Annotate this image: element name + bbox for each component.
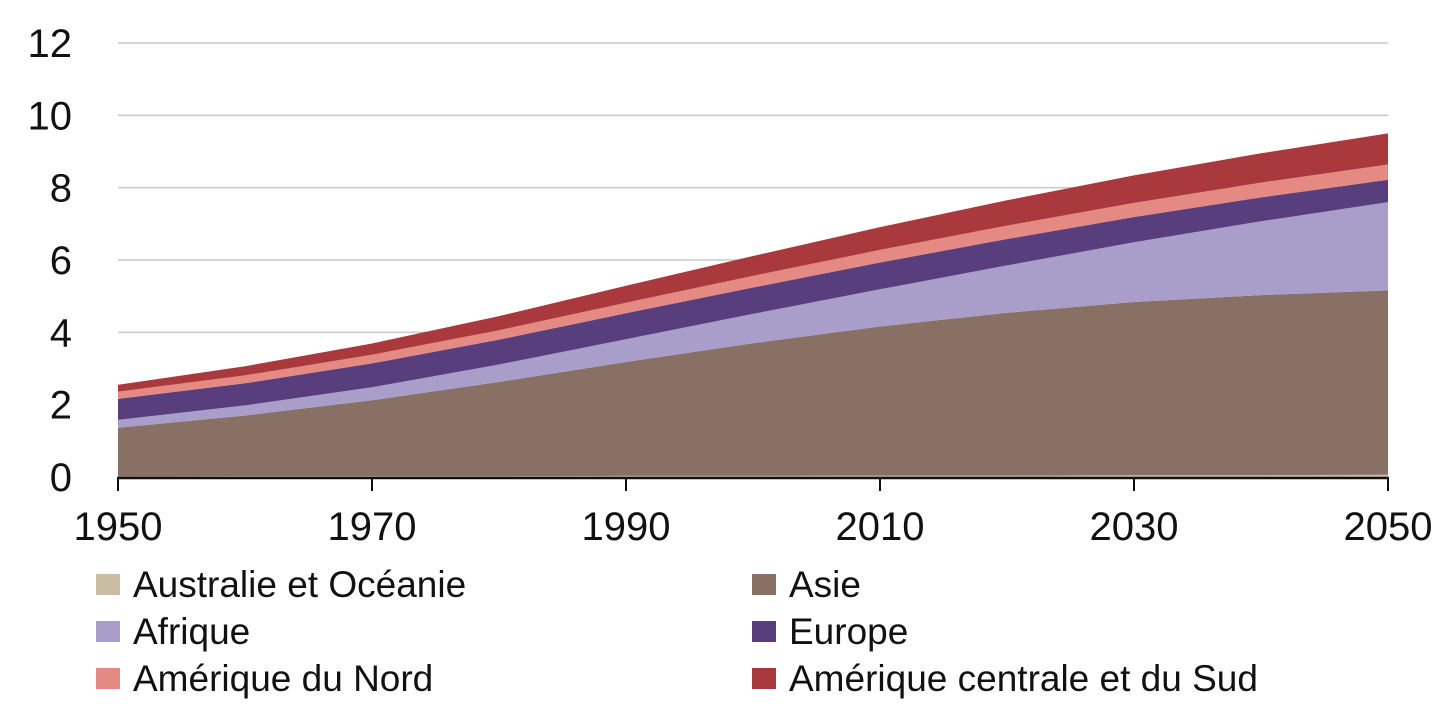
legend-swatch-amerique-du-nord (96, 668, 120, 689)
legend-swatch-europe (752, 621, 776, 642)
y-axis-label-2: 2 (50, 384, 72, 428)
x-axis-label-1950: 1950 (74, 505, 163, 549)
legend-label-amerique-centrale-et-du-sud: Amérique centrale et du Sud (789, 658, 1258, 699)
area-afrique (118, 202, 1388, 428)
y-axis-label-6: 6 (50, 239, 72, 283)
area-amerique-centrale-et-du-sud (118, 133, 1388, 392)
y-axis-label-8: 8 (50, 167, 72, 211)
legend-label-amerique-du-nord: Amérique du Nord (133, 658, 434, 699)
legend-label-europe: Europe (789, 611, 909, 652)
area-amerique-du-nord (118, 164, 1388, 399)
x-axis-label-2050: 2050 (1344, 505, 1433, 549)
legend-item-asie: Asie (752, 566, 1258, 603)
legend-swatch-australie-oceanie (96, 574, 120, 595)
stacked-area-chart: 1950 1970 1990 2010 2030 2050 0 2 4 6 8 10 12 (28, 22, 1433, 549)
y-axis-label-4: 4 (50, 311, 72, 355)
legend-item-australie-oceanie: Australie et Océanie (96, 566, 752, 603)
x-axis-label-1970: 1970 (328, 505, 417, 549)
legend-swatch-asie (752, 574, 776, 595)
legend-label-afrique: Afrique (133, 611, 251, 652)
y-axis-label-10: 10 (28, 94, 73, 138)
legend-label-asie: Asie (789, 564, 861, 605)
x-axis-label-2030: 2030 (1090, 505, 1179, 549)
legend-label-australie-oceanie: Australie et Océanie (133, 564, 467, 605)
area-asie (118, 290, 1388, 477)
legend-item-amerique-du-nord: Amérique du Nord (96, 660, 752, 697)
legend-item-amerique-centrale-et-du-sud: Amérique centrale et du Sud (752, 660, 1258, 697)
chart-legend: Australie et Océanie Asie Afrique Europe Amé… (96, 561, 1258, 702)
legend-item-europe: Europe (752, 613, 1258, 650)
y-axis-label-12: 12 (28, 22, 73, 66)
area-europe (118, 179, 1388, 420)
legend-item-afrique: Afrique (96, 613, 752, 650)
x-axis-label-1990: 1990 (582, 505, 671, 549)
legend-swatch-afrique (96, 621, 120, 642)
legend-swatch-amerique-centrale-et-du-sud (752, 668, 776, 689)
x-axis-label-2010: 2010 (836, 505, 925, 549)
chart-canvas: 1950 1970 1990 2010 2030 2050 0 2 4 6 8 10 12 (28, 22, 1433, 549)
y-axis-label-0: 0 (50, 456, 72, 500)
